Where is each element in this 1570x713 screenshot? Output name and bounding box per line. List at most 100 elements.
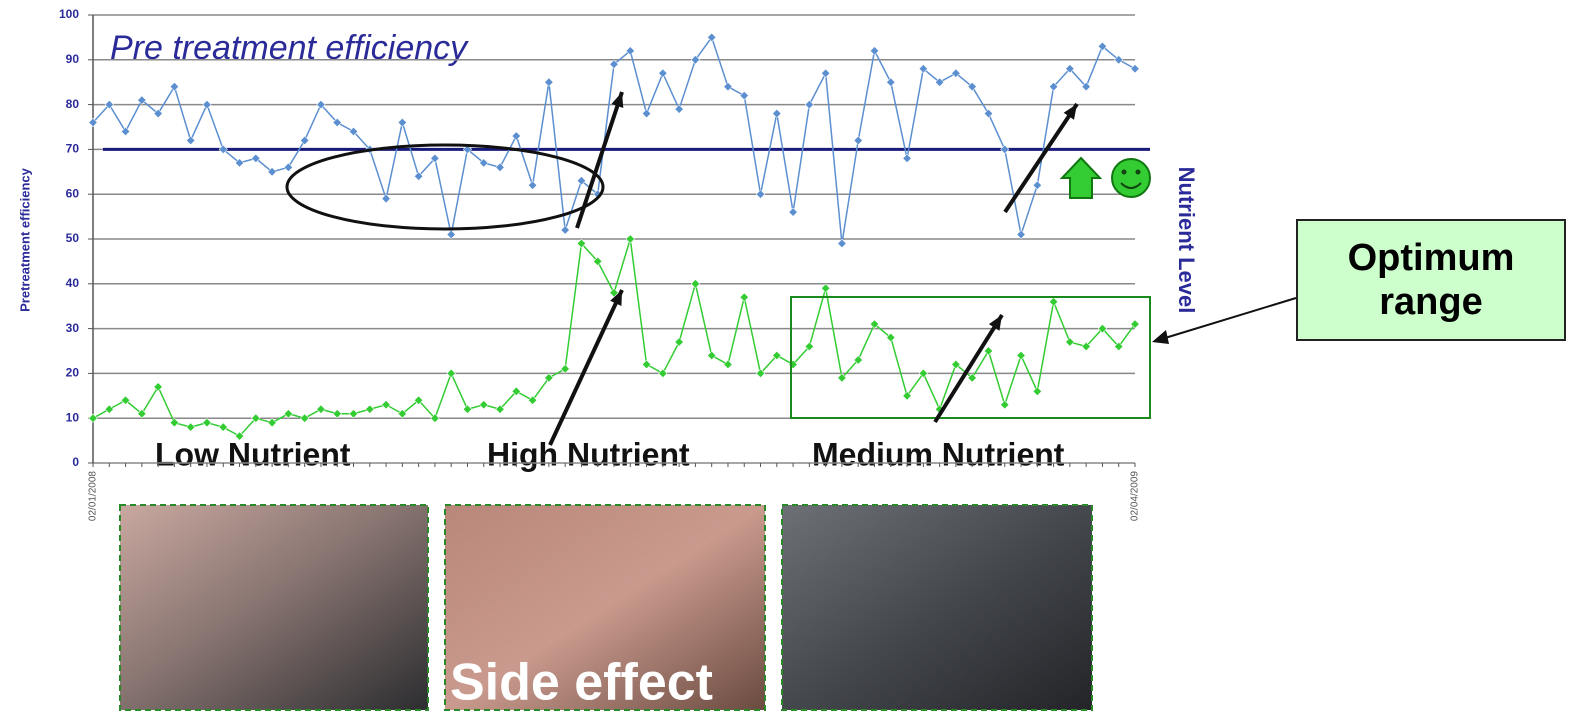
data-point <box>561 365 569 373</box>
data-point <box>1017 230 1025 238</box>
arrow <box>1005 104 1077 212</box>
data-point <box>724 82 732 90</box>
smiley-eye <box>1122 170 1127 175</box>
data-point <box>219 423 227 431</box>
y-tick-label: 90 <box>66 52 80 66</box>
data-point <box>707 351 715 359</box>
callout: Optimum range <box>1296 219 1566 341</box>
y-tick-label: 100 <box>59 7 79 21</box>
data-point <box>642 109 650 117</box>
annotation: Pre treatment efficiency <box>110 29 469 67</box>
data-point <box>838 239 846 247</box>
data-point <box>675 105 683 113</box>
data-point <box>447 230 455 238</box>
arrow-head <box>611 92 623 108</box>
y2-axis-label: Nutrient Level <box>1174 167 1199 314</box>
side-effect: Side effect <box>450 654 713 712</box>
data-point <box>300 136 308 144</box>
y-tick-label: 20 <box>66 366 80 380</box>
data-point <box>186 136 194 144</box>
arrow <box>935 315 1002 422</box>
data-point <box>691 280 699 288</box>
data-point <box>382 401 390 409</box>
data-point <box>480 401 488 409</box>
data-point <box>382 194 390 202</box>
data-point <box>1001 145 1009 153</box>
data-point <box>789 208 797 216</box>
up-arrow <box>1062 158 1100 198</box>
data-point <box>170 418 178 426</box>
data-point <box>675 338 683 346</box>
smiley-eye <box>1136 170 1141 175</box>
data-point <box>154 383 162 391</box>
data-point <box>349 409 357 417</box>
data-point <box>821 284 829 292</box>
data-point <box>626 235 634 243</box>
data-point <box>284 409 292 417</box>
data-point <box>903 154 911 162</box>
annotation: Low Nutrient <box>155 436 351 472</box>
data-point <box>821 69 829 77</box>
data-point <box>1033 181 1041 189</box>
data-point <box>561 226 569 234</box>
data-point <box>186 423 194 431</box>
data-point <box>740 91 748 99</box>
data-point <box>398 118 406 126</box>
annotation: High Nutrient <box>487 436 690 472</box>
data-point <box>984 109 992 117</box>
data-point <box>89 414 97 422</box>
data-point <box>659 69 667 77</box>
data-point <box>773 109 781 117</box>
data-point <box>1017 351 1025 359</box>
data-point <box>545 78 553 86</box>
y-tick-label: 30 <box>66 321 80 335</box>
photo <box>120 505 428 710</box>
data-point <box>756 190 764 198</box>
data-point <box>496 163 504 171</box>
overlays <box>287 92 1296 445</box>
arrow <box>577 92 622 228</box>
data-point <box>203 100 211 108</box>
optimum-box <box>791 297 1150 418</box>
arrow <box>550 290 622 445</box>
data-point <box>300 414 308 422</box>
smiley <box>1112 159 1150 197</box>
data-point <box>447 369 455 377</box>
data-point <box>1131 65 1139 73</box>
data-point <box>887 78 895 86</box>
callout-head <box>1152 330 1169 344</box>
data-point <box>1066 338 1074 346</box>
data-point <box>317 405 325 413</box>
data-point <box>1033 387 1041 395</box>
data-point <box>854 136 862 144</box>
data-point <box>642 360 650 368</box>
data-point <box>528 181 536 189</box>
data-point <box>659 369 667 377</box>
data-point <box>121 127 129 135</box>
y-axis-label: Pretreatment efficiency <box>17 167 32 312</box>
data-point <box>463 405 471 413</box>
data-point <box>366 405 374 413</box>
annotation: Medium Nutrient <box>812 436 1065 472</box>
data-point <box>740 293 748 301</box>
y-tick-label: 60 <box>66 186 80 200</box>
data-point <box>1049 297 1057 305</box>
y-tick-label: 10 <box>66 410 80 424</box>
data-point <box>203 418 211 426</box>
chart: Side effect Pretreatment efficiency Pre … <box>0 0 1570 713</box>
data-point <box>333 409 341 417</box>
y-tick-label: 0 <box>72 455 79 469</box>
data-point <box>105 405 113 413</box>
data-point <box>1001 401 1009 409</box>
y-tick-label: 70 <box>66 142 80 156</box>
data-point <box>284 163 292 171</box>
series-line <box>93 239 1135 436</box>
data-point <box>268 418 276 426</box>
data-point <box>170 82 178 90</box>
data-point <box>512 132 520 140</box>
photo <box>782 505 1092 710</box>
y-tick-label: 50 <box>66 231 80 245</box>
data-point <box>984 347 992 355</box>
highlight-oval <box>287 145 603 229</box>
y-tick-label: 80 <box>66 97 80 111</box>
